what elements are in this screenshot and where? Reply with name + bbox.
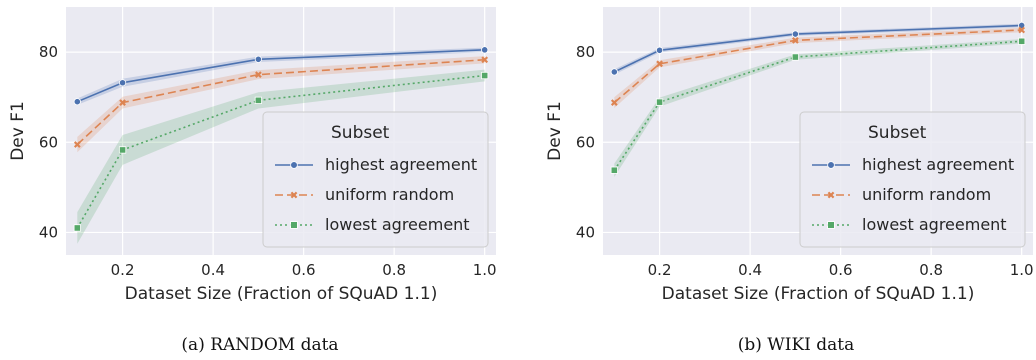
caption-label: (a) xyxy=(181,335,210,355)
legend-box xyxy=(799,111,1026,248)
data-point xyxy=(73,224,81,232)
y-tick-label: 80 xyxy=(39,43,58,61)
series-line xyxy=(76,58,485,146)
data-point xyxy=(827,191,835,199)
caption-random: (a) RANDOM data xyxy=(181,335,338,355)
legend-box xyxy=(262,111,489,248)
caption-name: RANDOM xyxy=(210,335,295,355)
legend-item: highest agreement xyxy=(275,155,477,174)
caption-wiki: (b) WIKI data xyxy=(738,335,855,355)
data-point xyxy=(118,79,127,87)
data-point xyxy=(290,161,298,169)
data-point xyxy=(791,36,799,44)
x-mark-stroke xyxy=(656,60,663,68)
caption-name: WIKI xyxy=(767,335,811,355)
legend-item: highest agreement xyxy=(812,155,1014,174)
data-point xyxy=(290,191,298,199)
x-mark-stroke xyxy=(1018,26,1026,34)
legend-title: Subset xyxy=(331,123,390,143)
legend-item: lowest agreement xyxy=(275,215,470,234)
chart-panel-random: 0.2 0.4 0.6 0.8 1.0 40 60 80 Dataset Size (Fract… xyxy=(8,7,497,304)
x-tick-label: 0.8 xyxy=(382,261,406,279)
legend-label: uniform random xyxy=(325,185,454,204)
legend-title: Subset xyxy=(868,123,927,143)
x-tick-label: 1.0 xyxy=(1010,261,1034,279)
data-point xyxy=(655,46,664,54)
caption-label: (b) xyxy=(738,335,768,355)
caption-rest: data xyxy=(295,335,338,355)
legend-label: highest agreement xyxy=(862,155,1014,174)
series-line xyxy=(613,40,1022,171)
data-point xyxy=(118,146,127,154)
data-point xyxy=(481,56,489,64)
data-point xyxy=(827,221,835,229)
data-point xyxy=(827,161,835,169)
x-tick-label: 1.0 xyxy=(473,261,497,279)
x-mark-stroke xyxy=(290,191,298,199)
legend-item: lowest agreement xyxy=(812,215,1007,234)
x-tick-label: 0.4 xyxy=(738,261,762,279)
legend-label: lowest agreement xyxy=(325,215,470,234)
x-tick-label: 0.2 xyxy=(648,261,672,279)
data-point xyxy=(791,30,799,38)
data-point xyxy=(1018,26,1026,34)
caption-rest: data xyxy=(811,335,854,355)
x-mark-stroke xyxy=(481,56,489,64)
series-line xyxy=(76,74,485,229)
y-axis-label: Dev F1 xyxy=(8,101,28,161)
series-line xyxy=(613,24,1022,73)
x-mark-stroke xyxy=(610,99,618,106)
x-tick-label: 0.8 xyxy=(919,261,943,279)
y-axis-label: Dev F1 xyxy=(545,101,565,161)
ci-band xyxy=(77,69,485,244)
data-point xyxy=(290,221,298,229)
x-mark-stroke xyxy=(73,141,81,148)
y-tick-label: 40 xyxy=(39,223,58,241)
y-tick-label: 80 xyxy=(576,43,595,61)
legend-label: uniform random xyxy=(862,185,991,204)
legend-item: uniform random xyxy=(812,185,991,204)
legend: Subset highest agreement uniform random low… xyxy=(799,111,1026,248)
data-point xyxy=(254,55,262,63)
data-point xyxy=(610,166,618,174)
series-line xyxy=(613,29,1022,104)
data-point xyxy=(1018,37,1026,45)
x-mark-stroke xyxy=(254,71,262,79)
data-point xyxy=(481,46,489,54)
series-line xyxy=(77,49,485,103)
data-point xyxy=(254,96,262,104)
data-point xyxy=(254,71,262,79)
y-tick-label: 60 xyxy=(39,133,58,151)
data-point xyxy=(655,98,664,106)
x-tick-label: 0.6 xyxy=(829,261,853,279)
x-axis-label: Dataset Size (Fraction of SQuAD 1.1) xyxy=(125,284,438,304)
data-point xyxy=(656,60,663,68)
legend-item: uniform random xyxy=(275,185,454,204)
y-tick-label: 40 xyxy=(576,223,595,241)
ci-band xyxy=(77,56,485,153)
data-point xyxy=(73,141,81,148)
data-point xyxy=(481,71,489,80)
chart-panel-wiki: 0.2 0.4 0.6 0.8 1.0 40 60 80 Dataset Size (Fract… xyxy=(545,7,1034,304)
x-mark-stroke xyxy=(119,99,126,106)
x-tick-label: 0.2 xyxy=(111,261,135,279)
legend: Subset highest agreement uniform random low… xyxy=(262,111,489,248)
x-axis-label: Dataset Size (Fraction of SQuAD 1.1) xyxy=(662,284,975,304)
data-point xyxy=(791,53,799,61)
data-point xyxy=(610,68,618,76)
x-tick-label: 0.6 xyxy=(292,261,316,279)
x-mark-stroke xyxy=(791,36,799,44)
data-point xyxy=(610,99,618,106)
x-mark-stroke xyxy=(827,191,835,199)
data-point xyxy=(73,98,81,106)
legend-label: highest agreement xyxy=(325,155,477,174)
y-tick-label: 60 xyxy=(576,133,595,151)
legend-label: lowest agreement xyxy=(862,215,1007,234)
x-tick-label: 0.4 xyxy=(201,261,225,279)
data-point xyxy=(119,99,126,106)
